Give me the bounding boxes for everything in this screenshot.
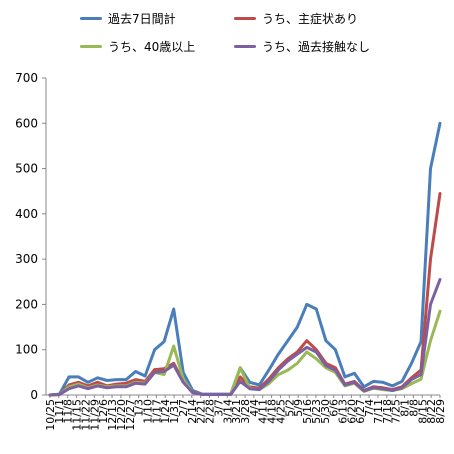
legend-label: 過去7日間計 [108, 12, 176, 26]
x-tick-label: 12/20 [115, 399, 128, 431]
x-tick-label: 8/1 [399, 399, 412, 417]
y-tick-label: 500 [15, 162, 38, 176]
legend-item: うち、主症状あり [234, 10, 358, 27]
x-tick-label: 6/6 [328, 399, 341, 417]
x-tick-label: 11/1 [53, 399, 66, 424]
x-tick-label: 4/11 [257, 399, 270, 424]
series-line [48, 121, 442, 397]
chart-axes [42, 77, 441, 398]
series-line [48, 278, 442, 397]
x-tick-label: 3/21 [230, 399, 243, 424]
y-tick-label: 300 [15, 252, 38, 266]
legend-swatch [80, 17, 102, 20]
x-tick-label: 11/29 [88, 399, 101, 431]
x-tick-label: 7/18 [381, 399, 394, 424]
legend-label: うち、40歳以上 [108, 40, 196, 54]
x-tick-label: 5/23 [310, 399, 323, 424]
x-tick-label: 8/22 [425, 399, 438, 424]
legend-swatch [80, 45, 102, 48]
y-tick-label: 700 [15, 71, 38, 85]
x-tick-label: 2/14 [186, 399, 199, 424]
y-tick-label: 0 [30, 388, 38, 402]
x-tick-label: 1/17 [150, 399, 163, 424]
x-tick-label: 1/10 [142, 399, 155, 424]
legend-item: 過去7日間計 [80, 10, 176, 27]
x-tick-label: 10/25 [44, 399, 57, 431]
x-tick-label: 7/25 [390, 399, 403, 424]
x-tick-label: 1/24 [159, 399, 172, 424]
x-tick-label: 2/28 [204, 399, 217, 424]
legend-swatch [234, 17, 256, 20]
x-tick-label: 5/9 [292, 399, 305, 417]
x-tick-label: 11/15 [71, 399, 84, 431]
x-tick-label: 2/7 [177, 399, 190, 417]
x-tick-labels: 10/2511/111/811/1511/2211/2912/612/1312/… [44, 399, 447, 431]
y-tick-label: 600 [15, 116, 38, 130]
x-tick-label: 3/14 [221, 399, 234, 424]
x-tick-label: 1/3 [133, 399, 146, 417]
legend-label: うち、過去接触なし [262, 40, 371, 54]
x-tick-label: 5/2 [283, 399, 296, 417]
x-tick-label: 4/18 [266, 399, 279, 424]
x-tick-label: 4/25 [274, 399, 287, 424]
x-tick-label: 3/28 [239, 399, 252, 424]
x-tick-label: 2/21 [195, 399, 208, 424]
x-tick-label: 11/8 [62, 399, 75, 424]
chart-legend: 過去7日間計 うち、主症状あり うち、40歳以上 うち、過去接触なし [0, 0, 454, 60]
x-tick-label: 6/27 [354, 399, 367, 424]
x-tick-label: 12/6 [97, 399, 110, 424]
x-tick-label: 4/4 [248, 399, 261, 417]
x-tick-label: 6/13 [337, 399, 350, 424]
y-tick-labels: 0 100 200 300 400 500 600 700 [15, 71, 38, 402]
x-tick-label: 7/4 [363, 399, 376, 417]
legend-swatch [234, 45, 256, 48]
y-tick-label: 400 [15, 207, 38, 221]
series-line [48, 192, 442, 397]
x-tick-label: 8/29 [434, 399, 447, 424]
x-tick-label: 6/20 [345, 399, 358, 424]
x-tick-label: 8/8 [407, 399, 420, 417]
y-tick-label: 200 [15, 297, 38, 311]
x-tick-label: 5/30 [319, 399, 332, 424]
x-tick-label: 5/16 [301, 399, 314, 424]
x-tick-label: 7/11 [372, 399, 385, 424]
legend-item: うち、過去接触なし [234, 38, 370, 55]
x-tick-label: 1/31 [168, 399, 181, 424]
x-tick-label: 8/15 [416, 399, 429, 424]
x-tick-label: 12/27 [124, 399, 137, 431]
x-tick-label: 12/13 [106, 399, 119, 431]
x-tick-label: 11/22 [79, 399, 92, 431]
chart-series-lines [48, 121, 442, 397]
x-tick-label: 3/7 [212, 399, 225, 417]
y-tick-label: 100 [15, 343, 38, 357]
legend-label: うち、主症状あり [262, 12, 359, 26]
legend-item: うち、40歳以上 [80, 38, 195, 55]
